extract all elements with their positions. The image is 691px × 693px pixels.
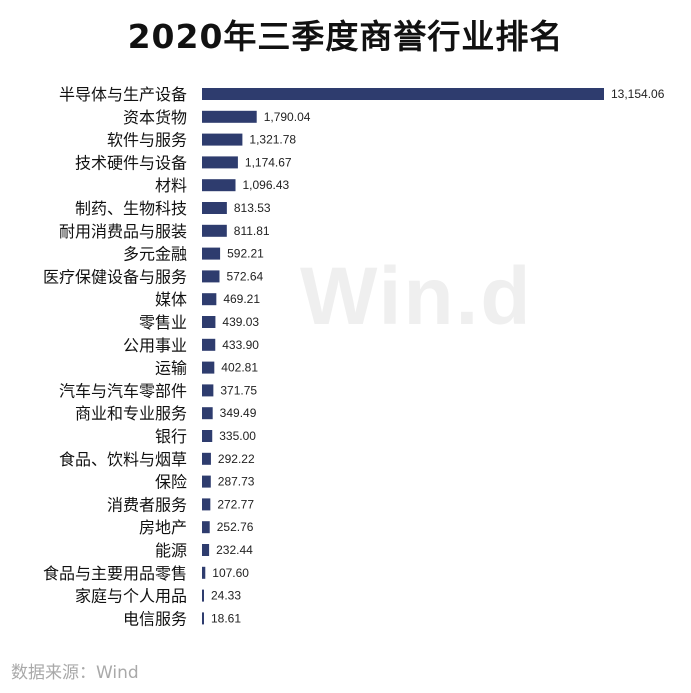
- value-label: 439.03: [222, 315, 259, 329]
- bar: [202, 612, 204, 625]
- value-label: 1,790.04: [264, 110, 311, 124]
- bar: [202, 316, 216, 328]
- value-label: 107.60: [212, 566, 249, 580]
- bar: [202, 544, 210, 556]
- category-label: 媒体: [155, 290, 187, 309]
- value-label: 232.44: [216, 543, 253, 557]
- value-label: 1,321.78: [249, 133, 296, 147]
- category-label: 公用事业: [123, 336, 187, 355]
- value-label: 292.22: [218, 452, 255, 466]
- category-label: 多元金融: [123, 245, 187, 264]
- category-label: 制药、生物科技: [75, 199, 187, 218]
- value-label: 335.00: [219, 429, 256, 443]
- bar: [202, 338, 216, 351]
- bar: [202, 179, 236, 192]
- bar: [202, 361, 215, 374]
- category-label: 材料: [155, 176, 187, 195]
- bar: [202, 452, 211, 465]
- bar: [202, 202, 227, 214]
- category-label: 消费者服务: [107, 495, 187, 514]
- value-label: 813.53: [234, 201, 271, 215]
- bar: [202, 430, 213, 442]
- bar: [202, 133, 243, 146]
- category-label: 资本货物: [123, 108, 187, 127]
- value-label: 1,174.67: [245, 155, 292, 169]
- bar: [202, 224, 227, 237]
- bar: [202, 589, 204, 602]
- value-label: 811.81: [234, 224, 270, 238]
- category-label: 运输: [155, 359, 187, 378]
- category-label: 食品、饮料与烟草: [59, 450, 187, 469]
- value-label: 371.75: [220, 383, 257, 397]
- category-label: 保险: [155, 473, 187, 492]
- value-label: 13,154.06: [611, 87, 665, 101]
- value-label: 1,096.43: [243, 178, 290, 192]
- category-label: 医疗保健设备与服务: [43, 267, 187, 286]
- bar: [202, 566, 206, 579]
- bar: [202, 498, 211, 511]
- category-label: 食品与主要用品零售: [43, 564, 187, 583]
- category-label: 软件与服务: [107, 131, 187, 150]
- category-label: 零售业: [139, 313, 187, 332]
- watermark-logo: Win.d: [300, 251, 533, 342]
- category-label: 能源: [155, 541, 187, 560]
- chart-title: 2020年三季度商誉行业排名: [127, 17, 564, 56]
- category-label: 银行: [155, 427, 187, 446]
- category-label: 家庭与个人用品: [75, 587, 187, 606]
- data-source-note: 数据来源：Wind: [11, 663, 139, 683]
- bar: [202, 110, 257, 123]
- value-label: 349.49: [220, 406, 257, 420]
- bar: [202, 270, 220, 283]
- value-label: 287.73: [218, 475, 255, 489]
- category-label: 商业和专业服务: [75, 404, 187, 423]
- category-label: 耐用消费品与服装: [59, 222, 187, 241]
- category-label: 汽车与汽车零部件: [59, 381, 187, 400]
- bar: [202, 293, 217, 306]
- bar: [202, 475, 211, 488]
- value-label: 592.21: [227, 247, 264, 261]
- value-label: 272.77: [217, 497, 254, 511]
- category-label: 半导体与生产设备: [59, 85, 187, 104]
- bar: [202, 88, 604, 100]
- value-label: 433.90: [222, 338, 259, 352]
- category-label: 技术硬件与设备: [75, 153, 187, 172]
- value-label: 402.81: [221, 361, 258, 375]
- value-label: 24.33: [211, 589, 241, 603]
- bar: [202, 247, 221, 260]
- bar: [202, 521, 210, 534]
- bar: [202, 384, 214, 397]
- value-label: 18.61: [211, 611, 241, 625]
- bar: [202, 156, 238, 169]
- category-label: 电信服务: [123, 609, 187, 628]
- value-label: 469.21: [223, 292, 260, 306]
- category-label: 房地产: [139, 518, 187, 537]
- bar: [202, 407, 213, 420]
- value-label: 252.76: [217, 520, 254, 534]
- value-label: 572.64: [227, 269, 264, 283]
